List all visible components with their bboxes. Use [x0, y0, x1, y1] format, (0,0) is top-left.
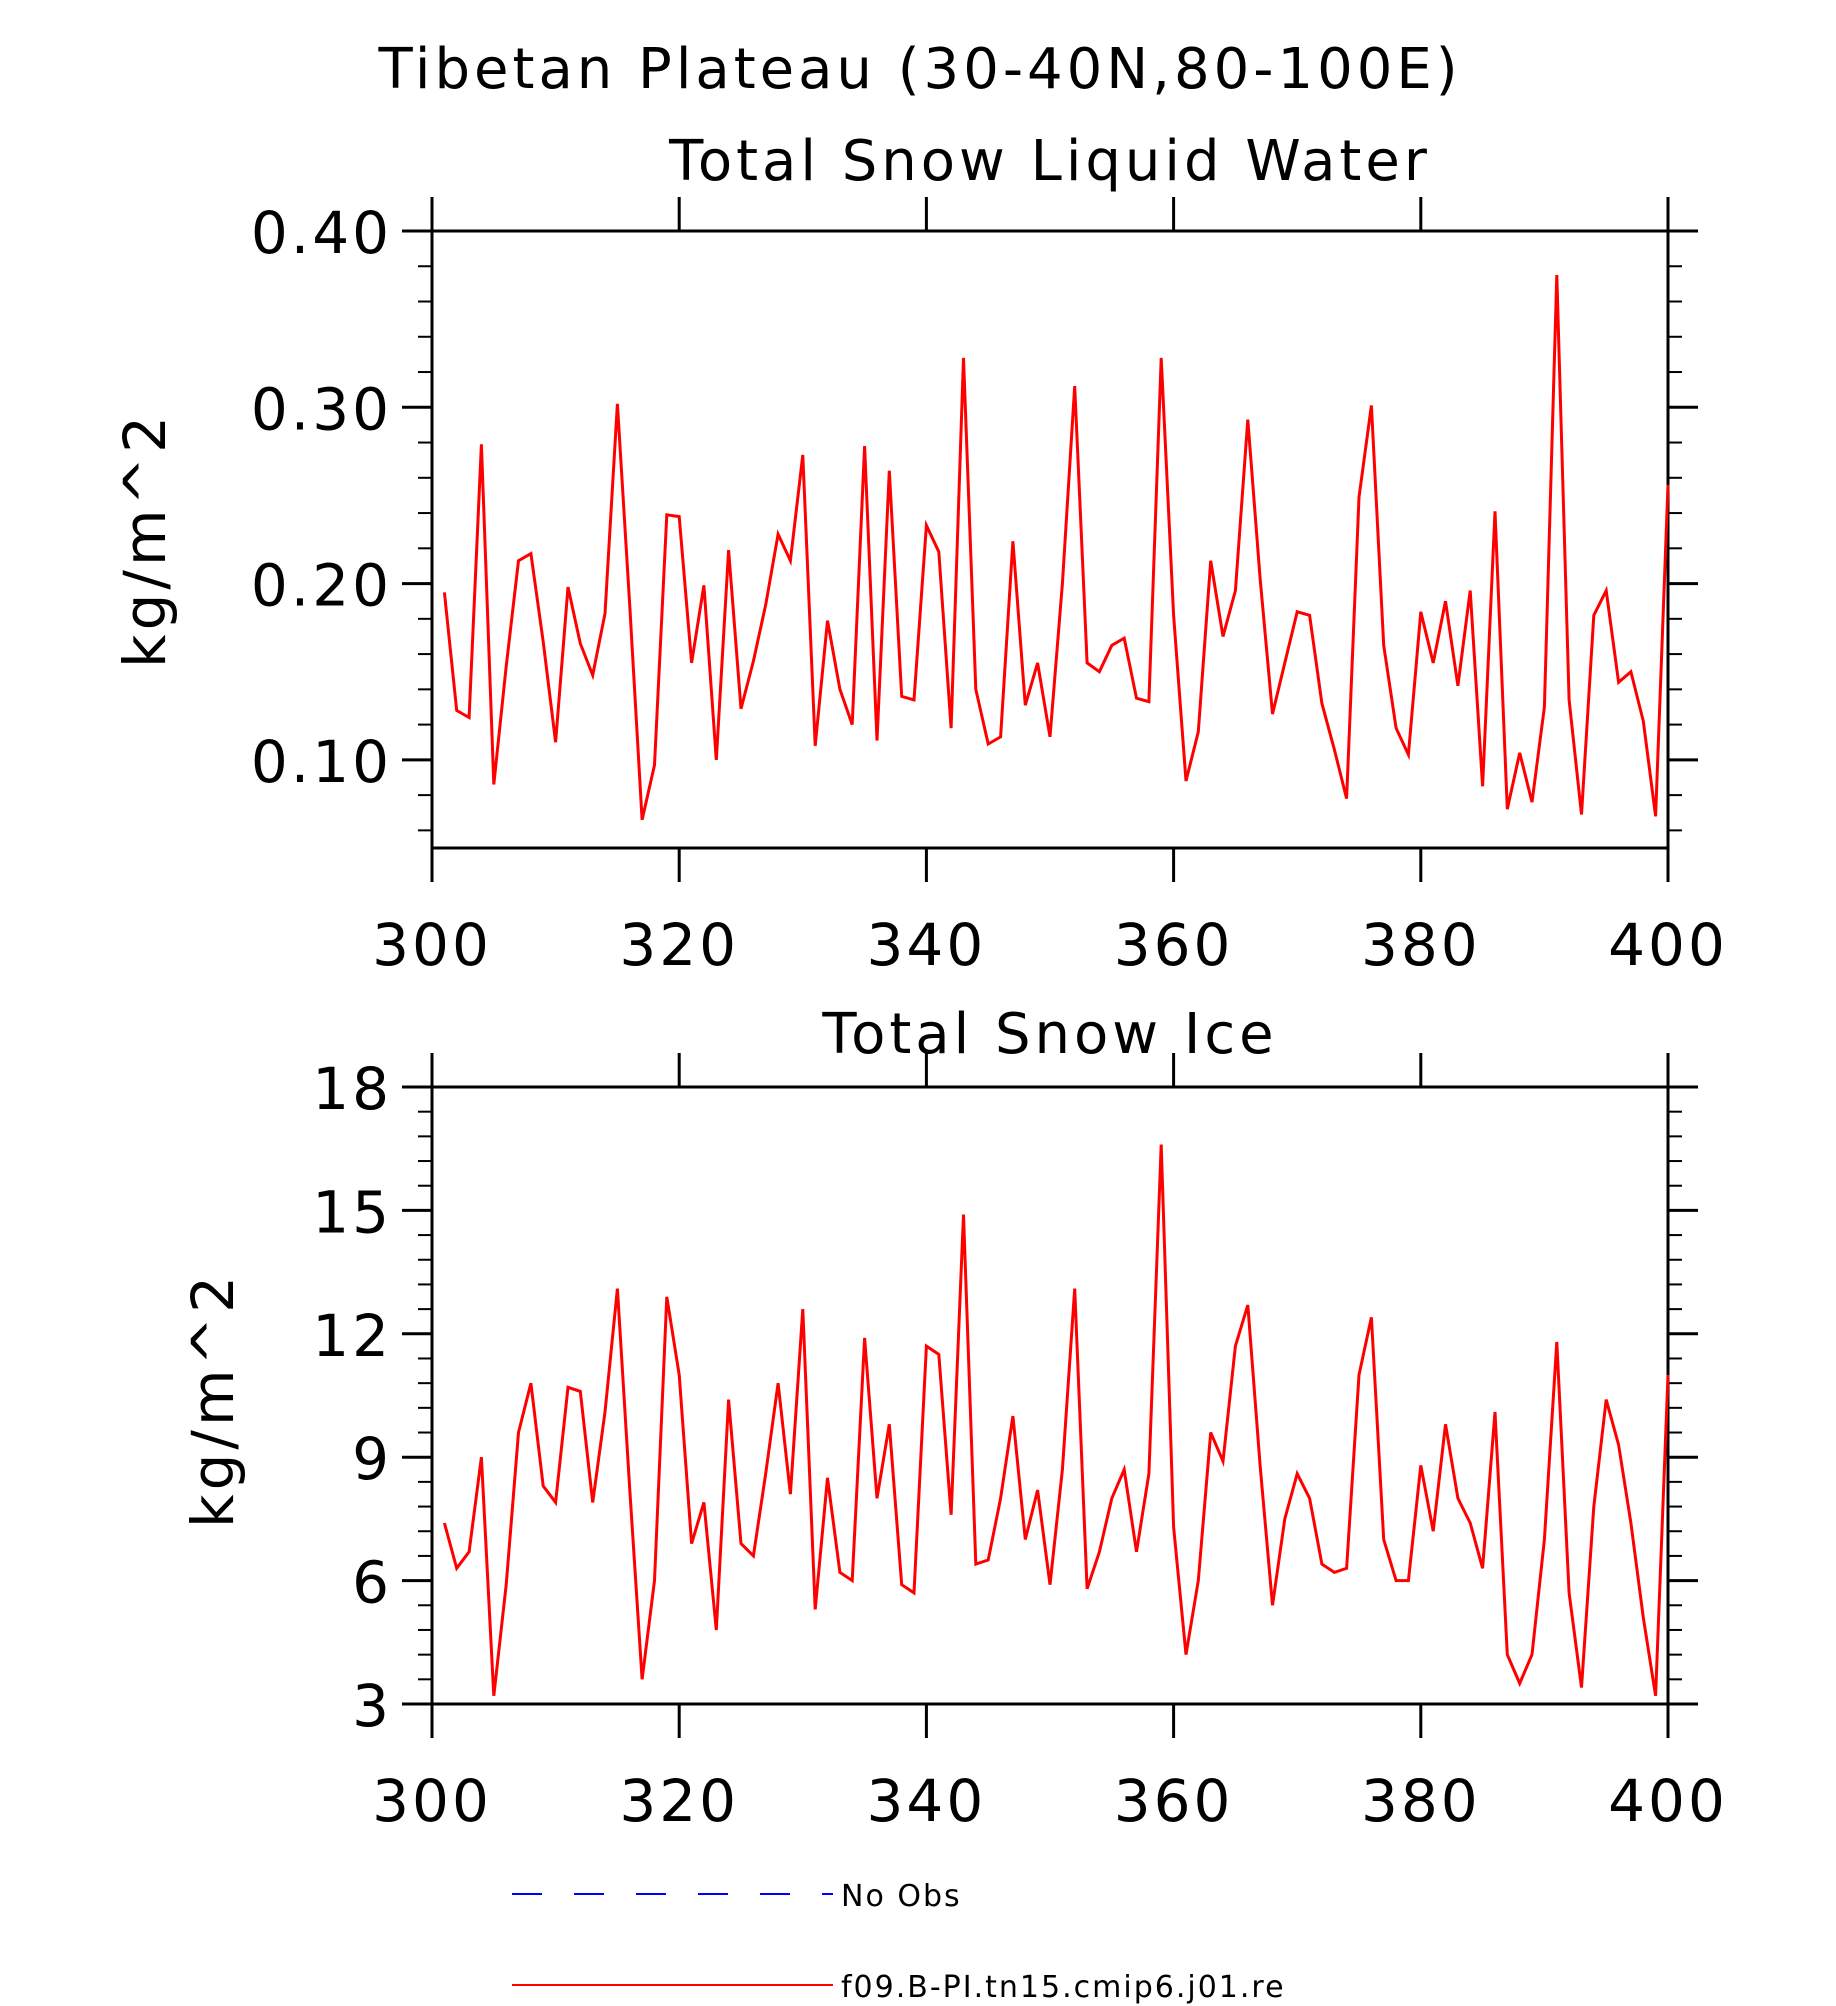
y-tick-label: 18 [312, 1055, 392, 1123]
y-tick-label: 0.20 [251, 552, 392, 620]
x-tick-label: 360 [1114, 1767, 1234, 1835]
y-tick-label: 0.40 [251, 199, 392, 267]
y-tick-label: 6 [352, 1549, 392, 1617]
panel-title: Total Snow Ice [821, 1002, 1277, 1067]
y-tick-label: 3 [352, 1672, 392, 1740]
y-tick-label: 0.30 [251, 375, 392, 443]
y-axis-label: kg/m^2 [111, 412, 179, 668]
legend-label-no-obs: No Obs [841, 1879, 962, 1914]
plot-frame [430, 1085, 1670, 1706]
series-line [442, 275, 1670, 821]
x-tick-label: 320 [619, 911, 739, 979]
y-axis-label: kg/m^2 [179, 1272, 247, 1528]
x-tick-label: 340 [867, 1767, 987, 1835]
panel-title: Total Snow Liquid Water [668, 129, 1431, 194]
x-tick-label: 360 [1114, 911, 1234, 979]
figure-title: Tibetan Plateau (30-40N,80-100E) [377, 37, 1461, 102]
y-tick-label: 9 [352, 1425, 392, 1493]
x-tick-label: 340 [867, 911, 987, 979]
y-tick-label: 12 [312, 1302, 392, 1370]
x-tick-label: 320 [619, 1767, 739, 1835]
panel-snow-liquid-water: Total Snow Liquid Water kg/m^2 300 320 340… [111, 129, 1728, 979]
x-tick-label: 400 [1608, 911, 1728, 979]
y-tick-label: 15 [312, 1178, 392, 1246]
x-tick-label: 380 [1361, 1767, 1481, 1835]
series-line [442, 1144, 1670, 1697]
plot-frame [430, 229, 1670, 850]
x-tick-label: 400 [1608, 1767, 1728, 1835]
legend-label-model: f09.B-PI.tn15.cmip6.j01.re [841, 1970, 1286, 2005]
panel-snow-ice: Total Snow Ice kg/m^2 300 320 340 360 380 400… [179, 1002, 1728, 1835]
x-tick-label: 300 [372, 911, 492, 979]
legend: No Obs f09.B-PI.tn15.cmip6.j01.re [512, 1879, 1286, 2005]
x-tick-label: 380 [1361, 911, 1481, 979]
x-tick-label: 300 [372, 1767, 492, 1835]
y-tick-label: 0.10 [251, 728, 392, 796]
